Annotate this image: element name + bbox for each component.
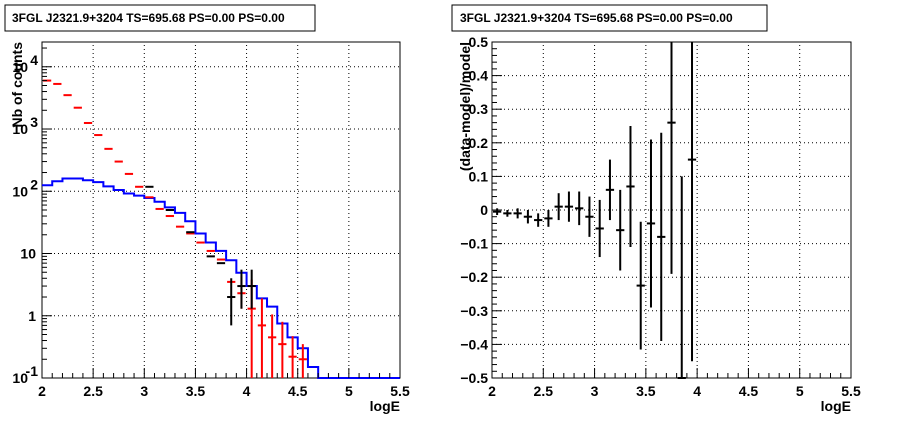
left-ytick-label: 10: [12, 370, 28, 386]
left-xtick-label: 4: [243, 383, 251, 399]
left-xtick-label: 2: [38, 383, 46, 399]
left-ytick-exponent: 4: [30, 52, 38, 68]
left-ytick-exponent: 2: [30, 176, 38, 192]
right-title: 3FGL J2321.9+3204 TS=695.68 PS=0.00 PS=0…: [460, 11, 733, 25]
right-grid: [492, 42, 851, 378]
right-marks: [493, 42, 697, 379]
right-ytick-label: −0.2: [460, 269, 488, 285]
right-ticks: 2 2.5 3 3.5 4 4.5 5 5.5 −0.5 −0.4 −0.3 −0.2 −0.1 0 0.1…: [460, 34, 861, 399]
right-ytick-label: 0.3: [469, 101, 489, 117]
left-title: 3FGL J2321.9+3204 TS=695.68 PS=0.00 PS=0…: [12, 11, 285, 25]
left-ytick-label: 1: [28, 308, 36, 324]
right-ytick-label: 0.5: [469, 34, 489, 50]
right-xtick-label: 4: [693, 383, 701, 399]
left-marks: [42, 79, 400, 379]
right-xtick-label: 4.5: [739, 383, 759, 399]
right-xtick-label: 5: [796, 383, 804, 399]
right-ylabel: (data-model)/model: [457, 42, 473, 171]
right-title-box: [451, 4, 768, 32]
left-ytick-label: 10: [12, 121, 28, 137]
left-ytick-label: 10: [12, 183, 28, 199]
right-ytick-label: 0.1: [469, 168, 489, 184]
left-xtick-label: 2.5: [83, 383, 103, 399]
left-xlabel: logE: [370, 398, 400, 414]
left-ytick-exponent: 3: [30, 114, 38, 130]
model-step-line: [42, 177, 400, 379]
right-ytick-label: 0: [480, 202, 488, 218]
right-ytick-label: −0.4: [460, 336, 488, 352]
left-xtick-label: 5: [345, 383, 353, 399]
right-ytick-label: 0.2: [469, 135, 489, 151]
right-xlabel: logE: [821, 398, 851, 414]
right-ytick-label: −0.3: [460, 303, 488, 319]
left-xtick-label: 4.5: [288, 383, 308, 399]
left-ytick-exponent: -1: [26, 363, 39, 379]
left-title-box: [4, 4, 316, 32]
left-xtick-label: 3: [140, 383, 148, 399]
right-ytick-label: 0.4: [469, 68, 489, 84]
right-xtick-label: 5.5: [841, 383, 861, 399]
left-xtick-label: 5.5: [390, 383, 410, 399]
left-grid: [42, 42, 400, 378]
left-ytick-label: 10: [12, 59, 28, 75]
left-xtick-label: 3.5: [186, 383, 206, 399]
right-ytick-label: −0.1: [460, 236, 488, 252]
right-xtick-label: 3: [591, 383, 599, 399]
right-xtick-label: 2: [488, 383, 496, 399]
right-panel: 2 2.5 3 3.5 4 4.5 5 5.5 −0.5 −0.4 −0.3 −0.2 −0.1 0 0.1…: [451, 4, 861, 414]
left-ylabel: Nb of counts: [9, 42, 25, 128]
left-plot-frame: [41, 41, 401, 379]
right-xtick-label: 2.5: [534, 383, 554, 399]
left-ytick-label: 10: [20, 246, 36, 262]
right-ytick-label: −0.5: [460, 370, 488, 386]
right-xtick-label: 3.5: [636, 383, 656, 399]
